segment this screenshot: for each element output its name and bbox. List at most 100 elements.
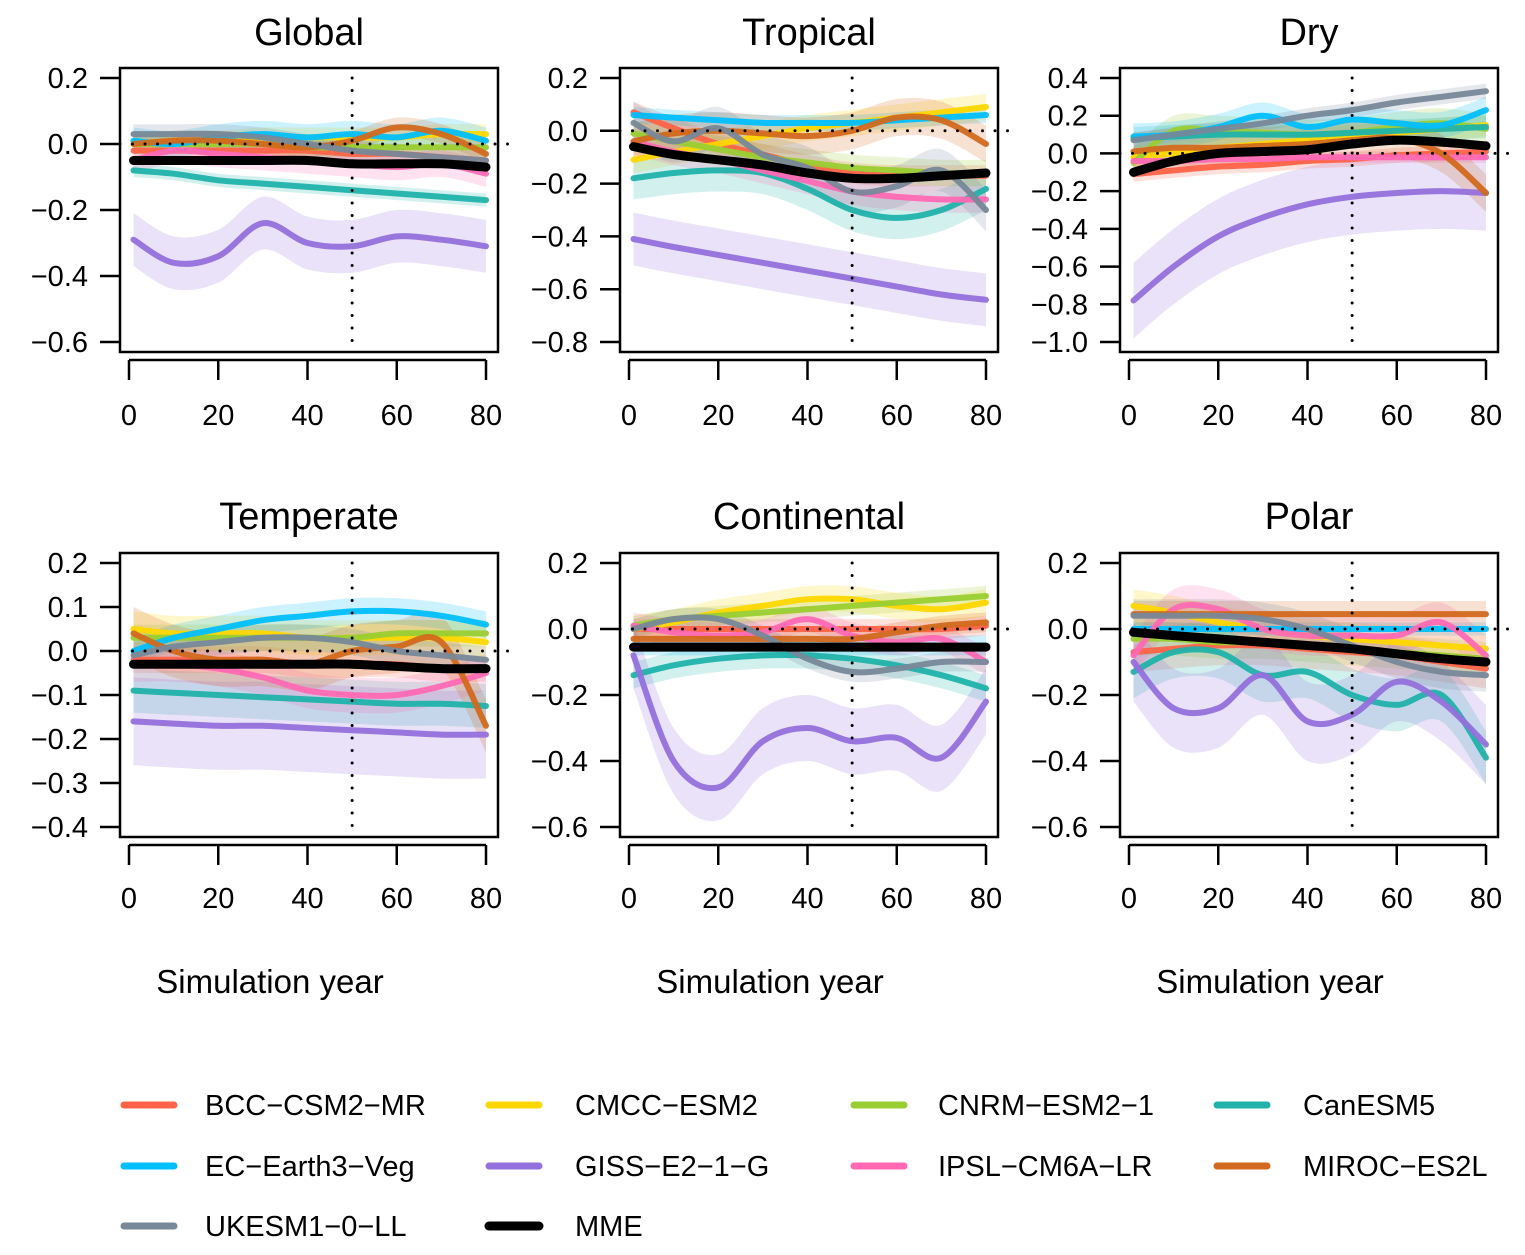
legend-label: BCC−CSM2−MR	[205, 1090, 426, 1122]
legend-label: CanESM5	[1303, 1090, 1435, 1122]
series-line-miroc-es2l	[630, 113, 989, 147]
legend-item-cnrm-esm2-1: CNRM−ESM2−1	[850, 1090, 1154, 1122]
y-tick-label: −0.2	[531, 680, 588, 712]
series-line-mme	[629, 142, 991, 184]
series-line-canesm5	[630, 167, 989, 221]
y-axis: 0.2 0.1 0.0 −0.1 −0.2 −0.3 −0.4	[31, 548, 120, 844]
x-tick-label: 20	[202, 883, 234, 915]
panel-tropical: Tropical 0.2 0.0 −0.2 −0.4 −0.6 −0.8 0 20 40 60 80	[531, 12, 1010, 432]
series-line-ukesm1-0-ll	[630, 119, 989, 213]
plot-area	[129, 597, 491, 779]
x-tick-label: 40	[291, 883, 323, 915]
legend-item-ec-earth3-veg: EC−Earth3−Veg	[120, 1151, 415, 1183]
legend-label: GISS−E2−1−G	[575, 1151, 769, 1183]
series-line-cmcc-esm2	[630, 104, 989, 163]
x-tick-label: 40	[1291, 883, 1323, 915]
y-tick-label: 0.2	[48, 548, 88, 580]
series-line-canesm5	[130, 687, 489, 709]
y-tick-label: 0.0	[1048, 614, 1088, 646]
series-line-giss-e2-1-g	[630, 236, 989, 303]
series-line-mme	[129, 155, 491, 172]
ci-band-giss-e2-1-g	[1133, 153, 1486, 339]
legend-label: MIROC−ES2L	[1303, 1151, 1488, 1183]
x-tick-label: 60	[1381, 400, 1413, 432]
panel-title: Tropical	[742, 12, 876, 54]
x-tick-label: 60	[1381, 883, 1413, 915]
legend-label: CNRM−ESM2−1	[938, 1090, 1154, 1122]
x-tick-label: 60	[881, 883, 913, 915]
y-tick-label: −0.2	[1031, 680, 1088, 712]
y-axis: 0.2 0.0 −0.2 −0.4 −0.6 −0.8	[531, 63, 620, 359]
panel-continental: Continental 0.2 0.0 −0.2 −0.4 −0.6 0 20 40 60 80	[531, 496, 1010, 915]
panel-polar: Polar 0.2 0.0 −0.2 −0.4 −0.6 0 20 40 60 80	[1031, 496, 1510, 915]
series-line-mme	[1129, 627, 1491, 667]
y-tick-label: 0.0	[48, 636, 88, 668]
y-tick-label: 0.4	[1048, 63, 1088, 95]
x-tick-label: 60	[381, 400, 413, 432]
y-tick-label: 0.0	[548, 614, 588, 646]
y-tick-label: −0.4	[31, 261, 88, 293]
x-tick-label: 40	[791, 883, 823, 915]
ci-band-cmcc-esm2	[633, 585, 986, 643]
y-tick-label: −0.8	[1031, 289, 1088, 321]
y-tick-label: −0.2	[1031, 176, 1088, 208]
series-line-giss-e2-1-g	[1130, 659, 1489, 748]
x-tick-label: 40	[291, 400, 323, 432]
series-line-canesm5	[630, 651, 989, 692]
plot-area	[629, 585, 991, 822]
x-tick-label: 80	[970, 883, 1002, 915]
legend-label: IPSL−CM6A−LR	[938, 1151, 1152, 1183]
y-tick-label: 0.2	[1048, 101, 1088, 133]
x-tick-label: 40	[791, 400, 823, 432]
plot-frame	[1118, 66, 1500, 354]
y-tick-label: 0.0	[548, 116, 588, 148]
x-tick-label: 20	[1202, 400, 1234, 432]
series-line-mme	[1129, 135, 1491, 177]
y-tick-label: −0.4	[1031, 214, 1088, 246]
panel-global: Global 0.2 0.0 −0.2 −0.4 −0.6 0 20 40 60 80	[31, 12, 510, 432]
x-tick-label: 0	[121, 883, 137, 915]
x-axis-title: Simulation year	[656, 963, 883, 1000]
series-line-miroc-es2l	[630, 619, 989, 643]
plot-frame	[618, 66, 1000, 354]
x-axis: 0 20 40 60 80	[1121, 358, 1502, 432]
panel-dry: Dry 0.4 0.2 0.0 −0.2 −0.4 −0.6 −0.8 −1.0 0 20 40 60 8…	[1031, 12, 1510, 432]
x-tick-label: 0	[621, 883, 637, 915]
plot-area	[629, 93, 991, 327]
y-tick-label: 0.0	[1048, 138, 1088, 170]
x-tick-label: 20	[702, 883, 734, 915]
series-line-giss-e2-1-g	[1130, 188, 1489, 304]
x-tick-label: 80	[1470, 883, 1502, 915]
series-line-ukesm1-0-ll	[1130, 88, 1489, 144]
legend-item-cmcc-esm2: CMCC−ESM2	[485, 1090, 758, 1122]
y-tick-label: −0.4	[531, 746, 588, 778]
y-tick-label: 0.2	[1048, 548, 1088, 580]
panel-title: Polar	[1265, 496, 1354, 538]
plot-frame	[118, 66, 500, 354]
y-axis: 0.2 0.0 −0.2 −0.4 −0.6	[531, 548, 620, 844]
y-tick-label: −0.4	[31, 812, 88, 844]
x-tick-label: 40	[1291, 400, 1323, 432]
legend-item-canesm5: CanESM5	[1213, 1090, 1435, 1122]
legend-label: CMCC−ESM2	[575, 1090, 758, 1122]
legend-label: EC−Earth3−Veg	[205, 1151, 415, 1183]
series-line-miroc-es2l	[1130, 134, 1489, 196]
x-tick-label: 80	[970, 400, 1002, 432]
plot-area	[1129, 83, 1491, 339]
y-tick-label: −0.6	[531, 274, 588, 306]
series-line-bcc-csm2-mr	[1130, 148, 1489, 178]
y-tick-label: −0.1	[31, 680, 88, 712]
legend-item-mme: MME	[484, 1211, 643, 1243]
series-line-giss-e2-1-g	[130, 718, 489, 738]
x-tick-label: 0	[121, 400, 137, 432]
plot-area	[1129, 585, 1491, 785]
x-tick-label: 0	[621, 400, 637, 432]
legend-label: MME	[575, 1211, 643, 1243]
panel-temperate: Temperate 0.2 0.1 0.0 −0.1 −0.2 −0.3 −0.4 0 20 40 6…	[31, 496, 510, 915]
series-line-miroc-es2l	[130, 124, 489, 157]
x-axis: 0 20 40 60 80	[621, 843, 1002, 915]
x-tick-label: 0	[1121, 883, 1137, 915]
x-axis: 0 20 40 60 80	[621, 358, 1002, 432]
x-tick-label: 60	[381, 883, 413, 915]
